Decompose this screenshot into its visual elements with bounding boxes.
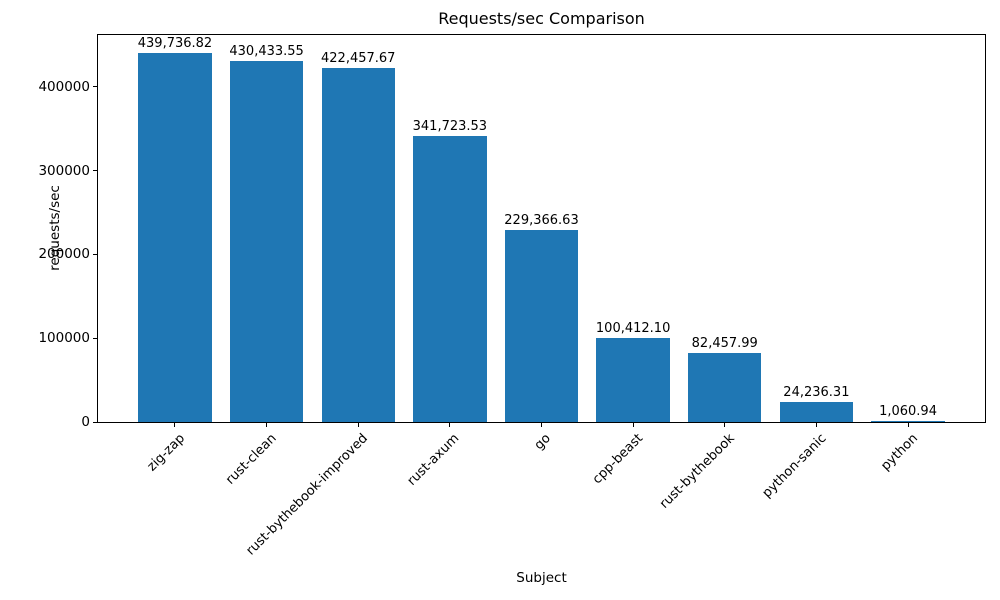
bar-value-label: 430,433.55 — [229, 44, 304, 60]
x-tick — [907, 423, 909, 427]
y-tick-label: 0 — [81, 414, 90, 430]
x-tick — [174, 423, 176, 427]
x-tick — [724, 423, 726, 427]
x-tick-label: go — [532, 431, 555, 454]
x-axis-label: Subject — [516, 570, 567, 586]
bar-value-label: 100,412.10 — [595, 320, 671, 336]
x-tick — [632, 423, 634, 427]
y-tick — [93, 253, 97, 255]
y-tick — [93, 337, 97, 339]
bar-value-label: 341,723.53 — [412, 118, 488, 134]
y-tick — [93, 170, 97, 172]
x-tick — [357, 423, 359, 427]
x-tick-label: python-sanic — [759, 431, 830, 501]
bar-value-label: 82,457.99 — [691, 335, 758, 351]
x-tick — [266, 423, 268, 427]
bar-value-label: 439,736.82 — [137, 36, 213, 52]
bar — [779, 401, 854, 422]
bar — [138, 53, 212, 422]
x-tick-label: rust-clean — [222, 431, 280, 488]
y-tick-label: 300000 — [38, 162, 90, 179]
x-tick-label: python — [877, 431, 921, 474]
bar-value-label: 422,457.67 — [321, 50, 396, 66]
y-tick-label: 200000 — [38, 246, 90, 263]
y-tick-label: 100000 — [38, 330, 90, 347]
bar-value-label: 1,060.94 — [879, 404, 937, 419]
bar-value-label: 229,366.63 — [504, 212, 579, 228]
bar — [504, 229, 579, 422]
bar — [688, 352, 762, 422]
bar — [596, 337, 670, 422]
bar — [321, 67, 395, 422]
bar — [229, 61, 304, 422]
x-tick-label: cpp-beast — [589, 431, 646, 488]
x-tick — [449, 423, 451, 427]
x-tick-label: rust-bythebook — [656, 431, 738, 512]
bar-value-label: 24,236.31 — [783, 384, 850, 400]
y-tick-label: 400000 — [38, 78, 90, 95]
y-tick — [93, 86, 97, 88]
chart-title: Requests/sec Comparison — [438, 9, 645, 28]
bar — [871, 421, 945, 422]
bar — [413, 135, 487, 422]
plot-area: 0 100000 200000 300000 400000 439,736.82 zig-z… — [38, 34, 986, 558]
y-tick — [93, 421, 97, 423]
x-tick-label: zig-zap — [144, 431, 188, 475]
x-tick-label: rust-axum — [404, 431, 463, 489]
x-tick — [541, 423, 542, 427]
x-tick — [815, 423, 817, 427]
